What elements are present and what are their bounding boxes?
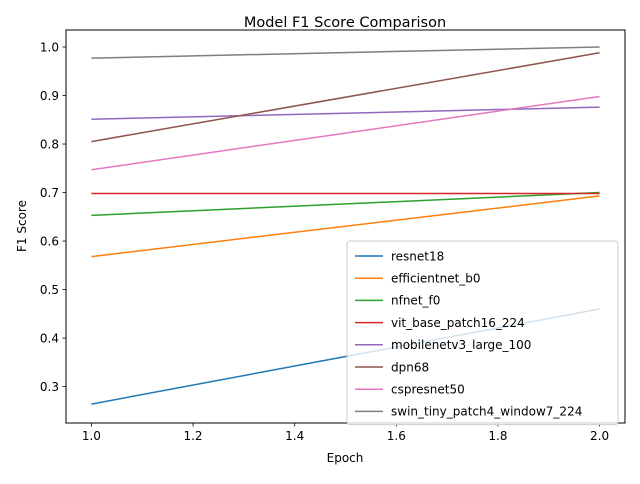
y-tick-label: 0.3 bbox=[40, 380, 59, 394]
y-tick-label: 0.6 bbox=[40, 234, 59, 248]
y-tick-label: 0.7 bbox=[40, 186, 59, 200]
series-line-efficientnet_b0 bbox=[91, 195, 600, 258]
y-axis-label: F1 Score bbox=[15, 200, 29, 252]
legend-box bbox=[346, 240, 619, 426]
y-tick-label: 0.9 bbox=[40, 89, 59, 103]
series-line-mobilenetv3_large_100 bbox=[91, 106, 600, 121]
legend-label-cspresnet50: cspresnet50 bbox=[391, 383, 465, 397]
chart-title: Model F1 Score Comparison bbox=[244, 15, 446, 31]
legend-label-nfnet_f0: nfnet_f0 bbox=[391, 294, 440, 308]
y-tick-label: 0.4 bbox=[40, 331, 59, 345]
series-line-nfnet_f0 bbox=[91, 191, 600, 217]
chart-legend: resnet18 efficientnet_b0 nfnet_f0 vit_base_… bbox=[346, 240, 619, 426]
x-tick-label: 1.0 bbox=[82, 429, 101, 443]
x-tick-label: 1.4 bbox=[285, 429, 304, 443]
plot-frame bbox=[65, 29, 626, 424]
legend-label-vit_base_patch16_224: vit_base_patch16_224 bbox=[391, 316, 525, 330]
x-axis-label: Epoch bbox=[327, 451, 364, 465]
x-tick-label: 2.0 bbox=[590, 429, 609, 443]
legend-label-mobilenetv3_large_100: mobilenetv3_large_100 bbox=[391, 338, 531, 352]
series-line-cspresnet50 bbox=[91, 95, 600, 171]
y-tick-label: 0.8 bbox=[40, 137, 59, 151]
y-tick-label: 1.0 bbox=[40, 40, 59, 54]
legend-label-resnet18: resnet18 bbox=[391, 249, 444, 263]
legend-label-efficientnet_b0: efficientnet_b0 bbox=[391, 272, 481, 286]
legend-label-dpn68: dpn68 bbox=[391, 360, 429, 374]
x-tick-label: 1.6 bbox=[387, 429, 406, 443]
x-tick-label: 1.2 bbox=[183, 429, 202, 443]
series-line-swin_tiny_patch4_window7_224 bbox=[91, 46, 600, 59]
y-axis-ticks: 0.3 0.4 0.5 0.6 0.7 0.8 0.9 1.0 bbox=[40, 40, 66, 394]
series-line-dpn68 bbox=[91, 52, 600, 143]
x-axis-ticks: 1.0 1.2 1.4 1.6 1.8 2.0 bbox=[82, 423, 609, 443]
plot-lines bbox=[91, 46, 600, 405]
y-tick-label: 0.5 bbox=[40, 283, 59, 297]
x-tick-label: 1.8 bbox=[488, 429, 507, 443]
legend-label-swin_tiny_patch4_window7_224: swin_tiny_patch4_window7_224 bbox=[391, 405, 582, 419]
